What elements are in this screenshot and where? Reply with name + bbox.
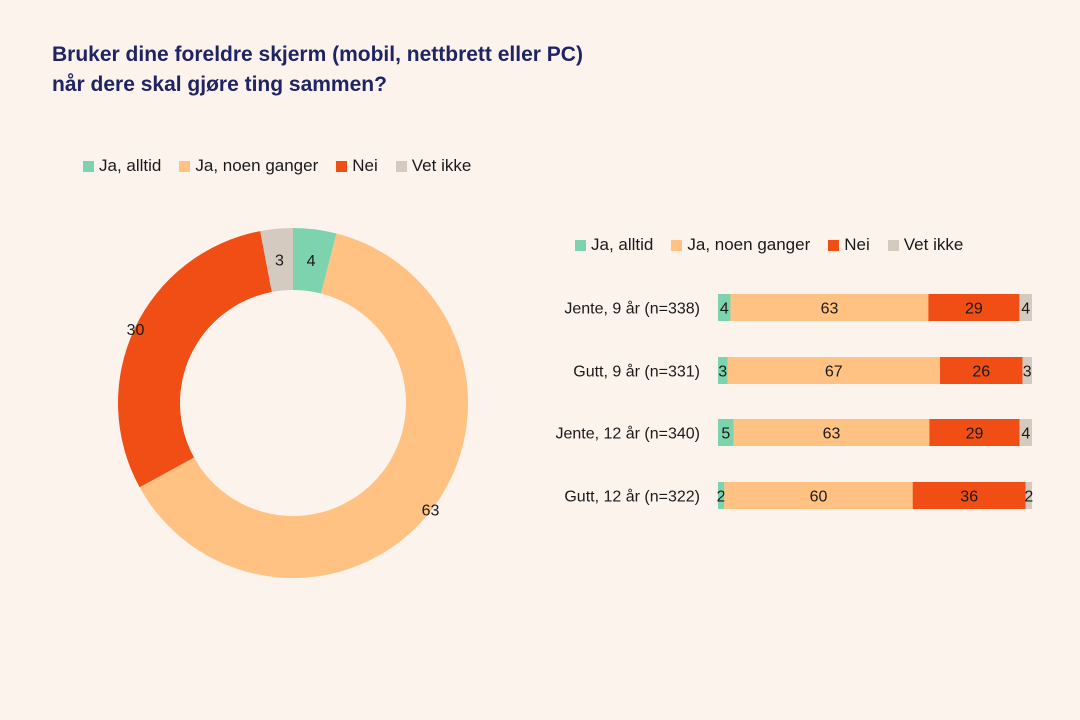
legend-item: Ja, noen ganger [179, 156, 318, 176]
bar-value-label: 36 [960, 489, 978, 506]
bar-segment [1025, 482, 1032, 509]
bar-value-label: 63 [823, 426, 841, 443]
donut-slice [139, 233, 468, 579]
bar-segment [724, 482, 913, 509]
legend-swatch [336, 160, 348, 172]
slice-label: 4 [307, 253, 316, 270]
legend-label: Ja, alltid [99, 156, 162, 175]
bar-value-label: 2 [717, 489, 726, 506]
title-line-2: når dere skal gjøre ting sammen? [52, 73, 387, 96]
legend-label: Nei [352, 156, 378, 175]
bar-segment [730, 294, 929, 321]
donut-slice [118, 231, 272, 488]
bar-value-label: 4 [1021, 426, 1030, 443]
bar-segment [940, 357, 1023, 384]
bar-value-label: 60 [810, 489, 828, 506]
bar-segment [912, 482, 1026, 509]
legend-swatch [575, 239, 586, 251]
donut-slice [260, 228, 293, 293]
chart-title: Bruker dine foreldre skjerm (mobil, nett… [52, 40, 752, 100]
bar-value-label: 2 [1024, 489, 1033, 506]
bar-segment [1022, 357, 1032, 384]
legend-swatch [887, 239, 899, 251]
legend-swatch [671, 239, 683, 251]
donut-slice [293, 228, 337, 294]
bar-value-label: 3 [1023, 364, 1032, 381]
bar-segment [1019, 419, 1032, 446]
legend-swatch [828, 239, 840, 251]
slice-label: 63 [422, 503, 440, 520]
bar-legend: Ja, alltid Ja, noen ganger Nei Vet ikke [575, 235, 963, 255]
category-label: Gutt, 12 år (n=322) [564, 488, 700, 506]
bar-segment [733, 419, 930, 446]
bar-value-label: 29 [965, 301, 983, 318]
bar-segment [718, 482, 725, 509]
legend-item: Vet ikke [395, 156, 472, 176]
bar-value-label: 3 [718, 364, 727, 381]
bar-segment [928, 294, 1020, 321]
title-line-1: Bruker dine foreldre skjerm (mobil, nett… [52, 43, 583, 66]
bar-value-label: 4 [1021, 301, 1030, 318]
legend-swatch [83, 160, 94, 172]
bar-value-label: 4 [720, 301, 729, 318]
bar-value-label: 5 [721, 426, 730, 443]
legend-item: Vet ikke [887, 235, 964, 255]
legend-swatch [395, 160, 407, 172]
slice-label: 3 [275, 253, 284, 270]
category-label: Jente, 9 år (n=338) [564, 300, 700, 318]
legend-label: Nei [844, 235, 870, 254]
legend-label: Vet ikke [903, 235, 964, 254]
slice-label: 30 [127, 322, 145, 339]
bar-value-label: 63 [821, 301, 839, 318]
bar-segment [929, 419, 1020, 446]
category-label: Jente, 12 år (n=340) [555, 425, 700, 443]
legend-item: Ja, noen ganger [671, 235, 810, 255]
bar-segment [718, 419, 734, 446]
bar-value-label: 26 [972, 364, 990, 381]
bar-segment [718, 357, 728, 384]
legend-label: Ja, noen ganger [195, 156, 319, 175]
legend-swatch [179, 160, 191, 172]
legend-label: Ja, noen ganger [687, 235, 811, 254]
legend-item: Nei [828, 235, 870, 255]
legend-item: Ja, alltid [83, 156, 161, 176]
legend-label: Ja, alltid [591, 235, 654, 254]
legend-item: Ja, alltid [575, 235, 653, 255]
bar-value-label: 67 [825, 364, 843, 381]
bar-segment [1019, 294, 1032, 321]
legend-label: Vet ikke [411, 156, 472, 175]
bar-value-label: 29 [966, 426, 984, 443]
bar-segment [727, 357, 941, 384]
category-label: Gutt, 9 år (n=331) [573, 363, 700, 381]
bar-segment [718, 294, 731, 321]
donut-legend: Ja, alltid Ja, noen ganger Nei Vet ikke [83, 156, 471, 176]
legend-item: Nei [336, 156, 378, 176]
